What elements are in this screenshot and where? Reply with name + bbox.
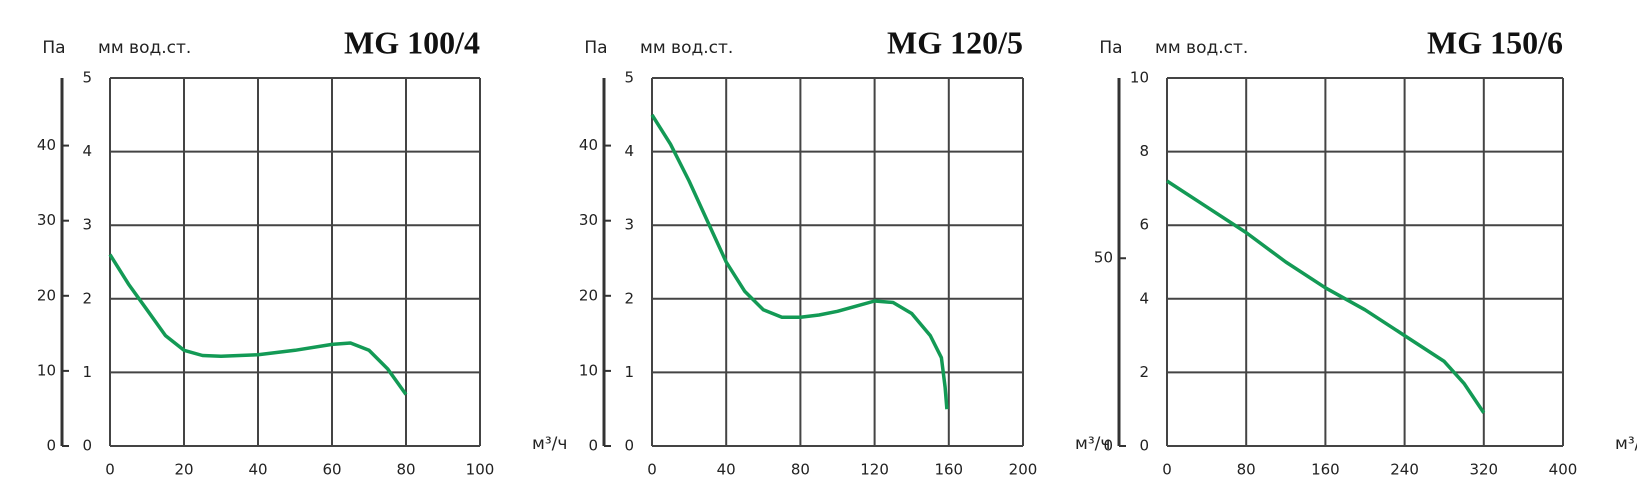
chart-title: MG 100/4 bbox=[344, 24, 480, 60]
y-tick-label: 2 bbox=[82, 289, 92, 307]
x-label: м³/ч bbox=[1615, 434, 1637, 454]
pa-label: Па bbox=[42, 38, 65, 58]
x-tick-label: 200 bbox=[1009, 461, 1038, 479]
y-tick-label: 4 bbox=[1139, 289, 1149, 307]
y-tick-label: 4 bbox=[624, 142, 634, 160]
x-tick-label: 20 bbox=[174, 461, 193, 479]
y2-tick-label: 0 bbox=[1103, 437, 1113, 455]
y2-tick-label: 0 bbox=[46, 437, 56, 455]
mm-label: мм вод.ст. bbox=[98, 38, 191, 58]
x-tick-label: 120 bbox=[860, 461, 889, 479]
y-tick-label: 5 bbox=[82, 69, 92, 87]
y-tick-label: 2 bbox=[1139, 363, 1149, 381]
y-tick-label: 8 bbox=[1139, 142, 1149, 160]
y2-tick-label: 30 bbox=[37, 211, 56, 229]
y2-tick-label: 20 bbox=[37, 286, 56, 304]
y-tick-label: 10 bbox=[1130, 69, 1149, 87]
y-tick-label: 3 bbox=[624, 216, 634, 234]
x-tick-label: 0 bbox=[105, 461, 115, 479]
mm-label: мм вод.ст. bbox=[1155, 38, 1248, 58]
x-tick-label: 160 bbox=[1311, 461, 1340, 479]
x-tick-label: 320 bbox=[1469, 461, 1498, 479]
y2-tick-label: 30 bbox=[579, 211, 598, 229]
x-label: м³/ч bbox=[1075, 434, 1110, 454]
x-tick-label: 80 bbox=[791, 461, 810, 479]
y-tick-label: 0 bbox=[624, 437, 634, 455]
y-tick-label: 0 bbox=[1139, 437, 1149, 455]
y-tick-label: 6 bbox=[1139, 216, 1149, 234]
y2-tick-label: 40 bbox=[579, 136, 598, 154]
x-tick-label: 80 bbox=[1237, 461, 1256, 479]
x-label: м³/ч bbox=[532, 434, 567, 454]
y-tick-label: 4 bbox=[82, 142, 92, 160]
x-tick-label: 0 bbox=[647, 461, 657, 479]
y-tick-label: 0 bbox=[82, 437, 92, 455]
y-tick-label: 5 bbox=[624, 69, 634, 87]
y-tick-label: 1 bbox=[82, 363, 92, 381]
x-tick-label: 40 bbox=[248, 461, 267, 479]
mm-label: мм вод.ст. bbox=[640, 38, 733, 58]
pa-label: Па bbox=[584, 38, 607, 58]
x-tick-label: 80 bbox=[396, 461, 415, 479]
y-tick-label: 3 bbox=[82, 216, 92, 234]
data-line bbox=[1166, 179, 1486, 414]
x-tick-label: 240 bbox=[1390, 461, 1419, 479]
x-tick-label: 400 bbox=[1549, 461, 1578, 479]
data-line bbox=[650, 113, 949, 410]
y-tick-label: 2 bbox=[624, 289, 634, 307]
y2-tick-label: 0 bbox=[588, 437, 598, 455]
y2-tick-label: 40 bbox=[37, 136, 56, 154]
x-tick-label: 100 bbox=[466, 461, 495, 479]
x-tick-label: 160 bbox=[934, 461, 963, 479]
data-line bbox=[108, 253, 408, 396]
x-tick-label: 60 bbox=[322, 461, 341, 479]
x-tick-label: 0 bbox=[1162, 461, 1172, 479]
x-tick-label: 40 bbox=[717, 461, 736, 479]
y-tick-label: 1 bbox=[624, 363, 634, 381]
chart-title: MG 150/6 bbox=[1427, 24, 1563, 60]
y2-tick-label: 50 bbox=[1094, 249, 1113, 267]
pa-label: Па bbox=[1099, 38, 1122, 58]
y2-tick-label: 10 bbox=[37, 361, 56, 379]
y2-tick-label: 10 bbox=[579, 361, 598, 379]
y2-tick-label: 20 bbox=[579, 286, 598, 304]
chart-title: MG 120/5 bbox=[887, 24, 1023, 60]
